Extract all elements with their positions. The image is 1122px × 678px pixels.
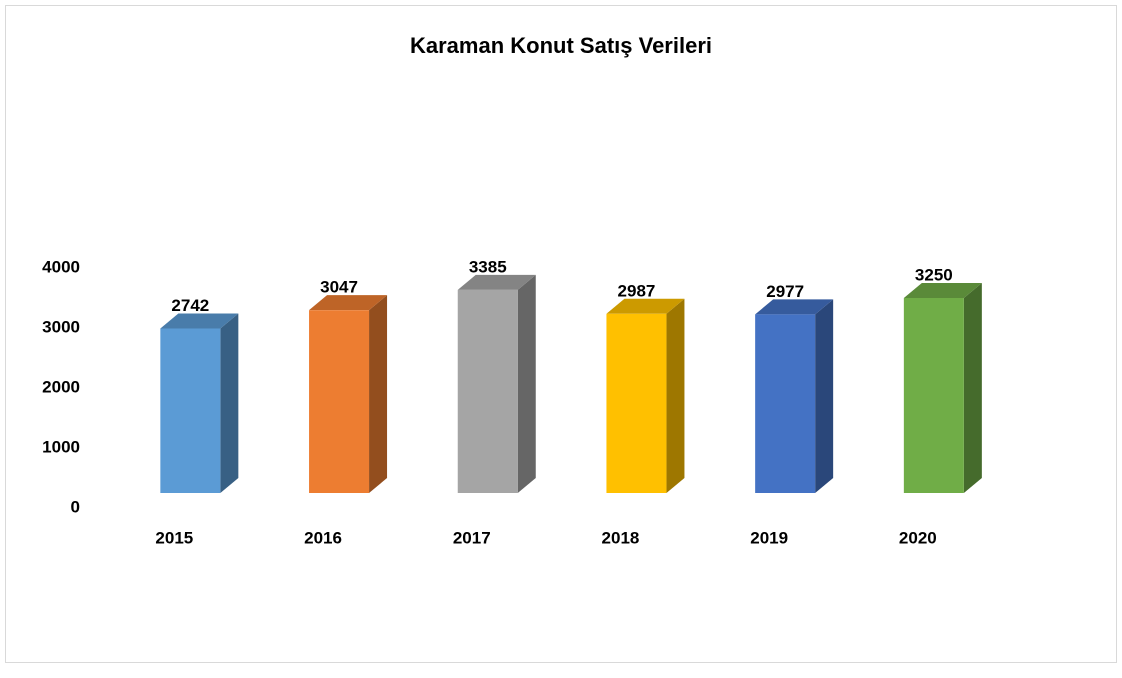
- bar-front: [160, 328, 221, 493]
- x-tick-label: 2020: [899, 528, 937, 547]
- y-tick-label: 0: [71, 497, 80, 516]
- bar-front: [755, 314, 816, 493]
- bar-side: [666, 298, 685, 493]
- bar-side: [815, 299, 834, 493]
- bar-front: [457, 289, 518, 493]
- x-tick-label: 2019: [750, 528, 788, 547]
- bar: [309, 295, 388, 493]
- x-tick-label: 2016: [304, 528, 342, 547]
- bar-top: [309, 295, 388, 311]
- bar: [457, 274, 536, 493]
- y-tick-label: 4000: [42, 257, 80, 276]
- chart-title: Karaman Konut Satış Verileri: [410, 33, 712, 58]
- bar-front: [606, 313, 667, 493]
- bar-side: [369, 295, 388, 493]
- value-label: 3047: [320, 278, 358, 297]
- y-tick-label: 1000: [42, 437, 80, 456]
- bar-front: [903, 298, 964, 493]
- bar-side: [963, 283, 982, 493]
- value-label: 3250: [915, 265, 953, 284]
- bar: [606, 298, 685, 493]
- bar: [160, 313, 239, 493]
- x-tick-label: 2018: [602, 528, 640, 547]
- value-label: 2987: [618, 281, 656, 300]
- bar-top: [755, 299, 834, 315]
- x-tick-label: 2015: [155, 528, 193, 547]
- y-tick-label: 3000: [42, 317, 80, 336]
- bar: [903, 283, 982, 493]
- bar-top: [457, 274, 536, 290]
- bar-front: [309, 310, 370, 493]
- bar-side: [220, 313, 239, 493]
- value-label: 2977: [766, 282, 804, 301]
- value-label: 2742: [171, 296, 209, 315]
- bar-side: [517, 274, 536, 493]
- bar-top: [903, 283, 982, 298]
- bar: [755, 299, 834, 493]
- bar-top: [606, 298, 685, 314]
- y-tick-label: 2000: [42, 377, 80, 396]
- bar-top: [160, 313, 239, 329]
- x-tick-label: 2017: [453, 528, 491, 547]
- value-label: 3385: [469, 257, 507, 276]
